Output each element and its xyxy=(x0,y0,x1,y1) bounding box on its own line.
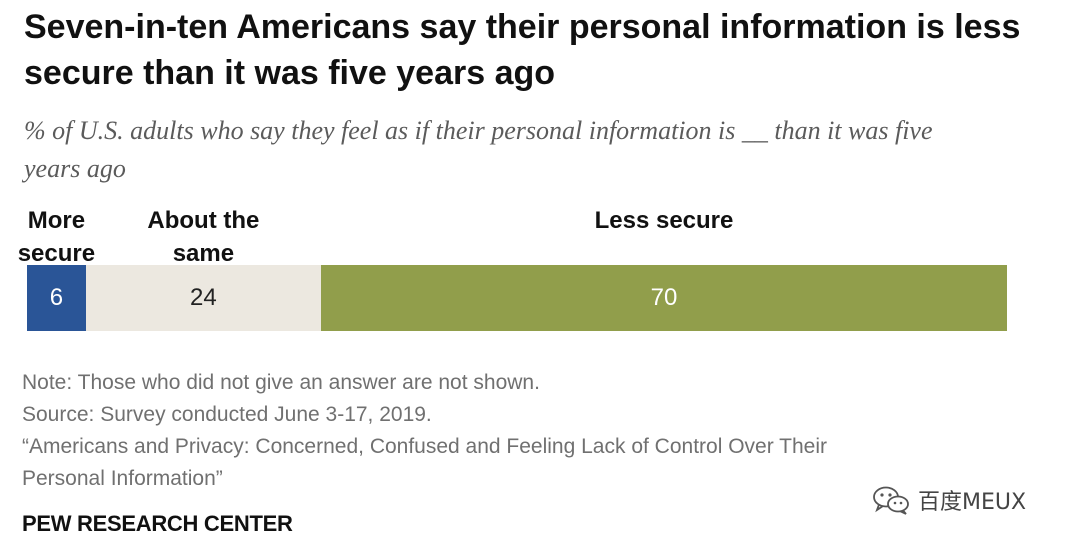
wechat-icon xyxy=(872,485,910,515)
source-text: Source: Survey conducted June 3-17, 2019… xyxy=(22,403,432,426)
bar-value-label: 6 xyxy=(49,284,64,311)
note-text: Note: Those who did not give an answer a… xyxy=(22,371,540,394)
report-title-line-2: Personal Information” xyxy=(22,467,223,490)
bar-value-label: 24 xyxy=(190,284,217,311)
watermark: 百度MEUX xyxy=(872,484,1026,516)
chart-subtitle: % of U.S. adults who say they feel as if… xyxy=(24,116,933,183)
bar-segment-1: 24 xyxy=(85,265,321,331)
watermark-text: 百度MEUX xyxy=(918,490,1027,515)
bar-value-label: 70 xyxy=(650,284,678,311)
report-title-line-1: “Americans and Privacy: Concerned, Confu… xyxy=(22,435,828,458)
category-label: Less secure xyxy=(594,207,734,234)
bar-segment-2: 70 xyxy=(321,265,1007,331)
chart-notes: Note: Those who did not give an answer a… xyxy=(22,367,982,495)
organization-name: PEW RESEARCH CENTER xyxy=(22,511,293,536)
category-label: About the same xyxy=(147,207,260,267)
stacked-bar: 6 24 70 xyxy=(27,265,1007,331)
category-label: More secure xyxy=(17,207,96,267)
bar-segment-0: 6 xyxy=(27,265,86,331)
chart-title: Seven-in-ten Americans say their persona… xyxy=(24,8,1021,92)
